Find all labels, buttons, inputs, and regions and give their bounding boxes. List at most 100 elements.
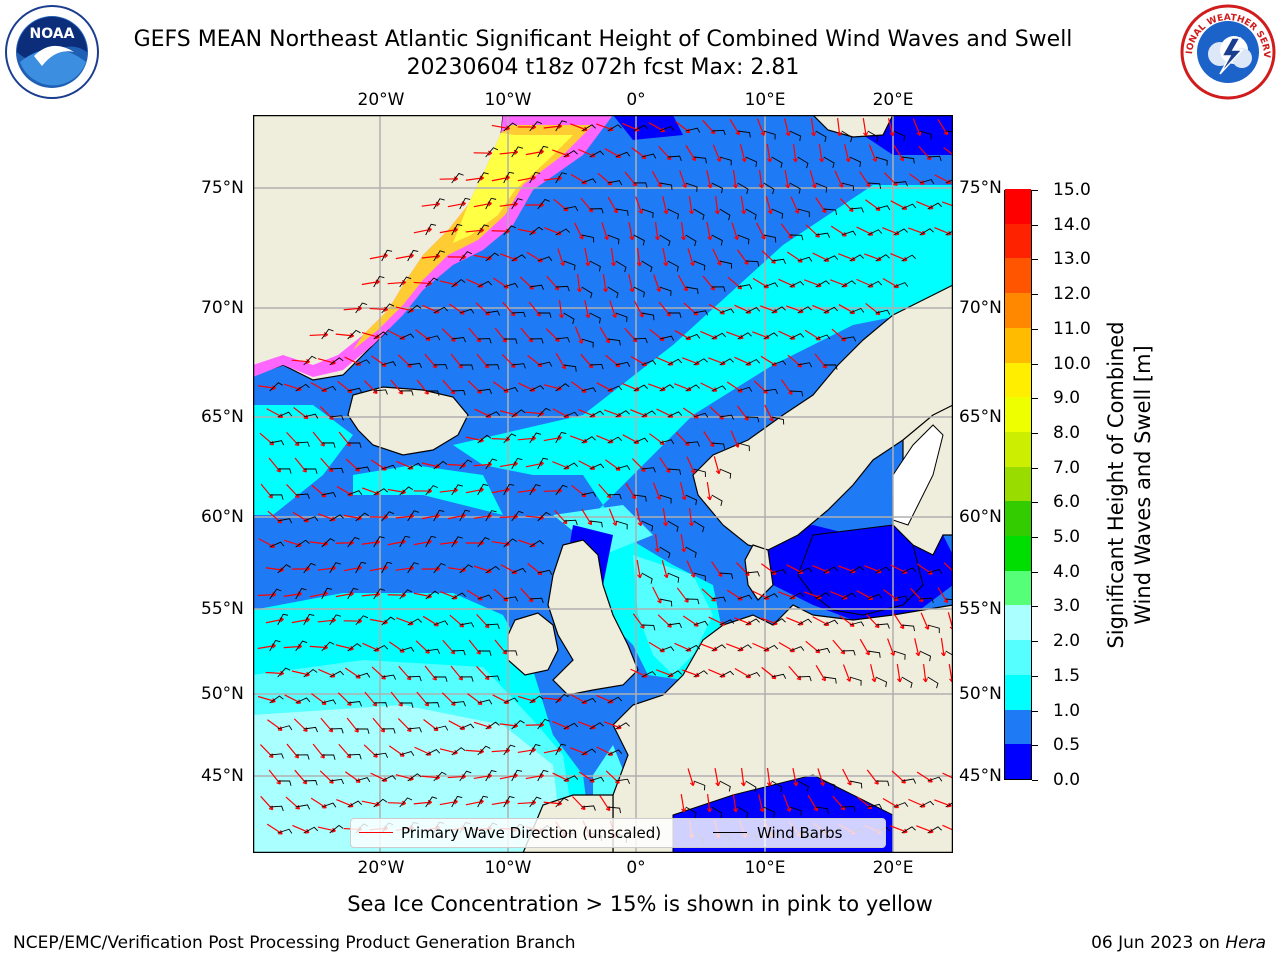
colorbar-tick-label: 0.0 bbox=[1053, 770, 1081, 790]
wind-barb bbox=[347, 536, 360, 548]
wave-direction-arrowhead bbox=[811, 131, 817, 137]
generation-date: 06 Jun 2023 on Hera bbox=[1091, 933, 1266, 953]
wave-direction-arrowhead bbox=[612, 521, 618, 526]
wave-direction-arrow bbox=[914, 638, 920, 656]
wave-direction-arrowhead bbox=[638, 209, 644, 214]
wave-direction-arrowhead bbox=[940, 651, 947, 657]
wave-direction-arrow bbox=[557, 248, 565, 266]
wave-direction-arrow bbox=[653, 274, 661, 292]
lat-tick-right-50n: 50°N bbox=[959, 684, 1002, 704]
wind-barb bbox=[529, 484, 541, 496]
wind-barb bbox=[477, 434, 492, 444]
wind-barb bbox=[329, 357, 344, 366]
wave-direction-arrow bbox=[883, 172, 898, 186]
colorbar-tick-mark bbox=[1032, 224, 1038, 226]
wave-direction-arrowhead bbox=[636, 262, 642, 267]
colorbar-segment bbox=[1005, 396, 1031, 432]
wave-direction-arrow bbox=[625, 482, 636, 500]
wind-barb bbox=[719, 260, 733, 269]
wind-barb bbox=[667, 312, 682, 318]
wind-barb bbox=[503, 433, 517, 444]
wind-barb bbox=[849, 207, 864, 213]
wind-barb bbox=[745, 156, 758, 167]
wave-direction-arrow bbox=[416, 379, 429, 395]
wind-barb bbox=[607, 696, 623, 704]
wind-barb bbox=[503, 697, 519, 704]
wave-direction-arrow bbox=[662, 196, 668, 214]
wind-barb bbox=[841, 336, 857, 342]
wind-barb bbox=[589, 520, 603, 528]
wave-direction-arrowhead bbox=[505, 487, 510, 493]
wave-direction-arrowhead bbox=[585, 261, 591, 267]
wind-barb bbox=[919, 650, 932, 662]
wind-barb bbox=[555, 228, 570, 236]
wave-direction-arrow bbox=[832, 639, 845, 655]
wind-barb bbox=[295, 754, 310, 760]
wind-barb bbox=[511, 363, 526, 369]
wave-direction-arrow bbox=[494, 639, 507, 655]
wave-direction-arrowhead bbox=[719, 415, 724, 420]
wave-direction-arrow bbox=[793, 143, 797, 163]
wind-barb bbox=[355, 466, 371, 472]
wave-direction-arrow bbox=[758, 794, 764, 812]
wave-direction-arrowhead bbox=[612, 313, 618, 318]
wind-barb bbox=[477, 338, 492, 344]
wind-barb bbox=[503, 122, 518, 132]
wind-barb bbox=[503, 596, 519, 602]
wave-direction-arrow bbox=[937, 119, 948, 135]
wind-barb bbox=[823, 619, 839, 626]
wind-barb bbox=[269, 440, 285, 446]
wave-direction-arrow bbox=[940, 638, 945, 656]
wind-barb bbox=[815, 280, 830, 288]
wave-direction-arrow bbox=[893, 144, 904, 162]
wind-barb bbox=[823, 156, 835, 168]
wind-barb bbox=[433, 620, 449, 626]
wave-direction-arrowhead bbox=[685, 128, 691, 134]
wave-direction-arrowhead bbox=[531, 747, 536, 753]
wind-barb bbox=[511, 567, 527, 574]
lat-tick-right-75n: 75°N bbox=[959, 178, 1002, 198]
wind-barb bbox=[685, 234, 697, 247]
colorbar-segment bbox=[1005, 327, 1031, 363]
wave-direction-arrow bbox=[397, 354, 412, 368]
colorbar-tick-mark bbox=[1032, 363, 1038, 365]
wind-barb bbox=[433, 364, 448, 370]
wind-barb bbox=[433, 509, 445, 522]
wave-direction-arrow bbox=[476, 666, 490, 680]
wave-direction-arrow bbox=[286, 743, 299, 759]
wave-direction-arrow bbox=[286, 484, 300, 498]
wind-barb bbox=[693, 412, 709, 418]
wind-barb bbox=[529, 385, 545, 392]
wind-barb bbox=[537, 569, 553, 575]
wave-direction-arrow bbox=[628, 274, 634, 292]
wave-direction-arrow bbox=[654, 533, 659, 553]
wind-barb bbox=[277, 780, 292, 786]
wave-direction-arrowhead bbox=[409, 253, 414, 259]
wind-barb-legend-label: Wind Barbs bbox=[757, 824, 843, 842]
wave-direction-legend-icon bbox=[359, 832, 393, 833]
wind-barb bbox=[667, 208, 680, 220]
wind-barb bbox=[841, 592, 857, 600]
wind-barb bbox=[693, 208, 705, 221]
wind-barb bbox=[867, 593, 883, 600]
wind-barb bbox=[381, 616, 396, 626]
wind-barb bbox=[451, 337, 466, 343]
wind-barb bbox=[477, 172, 489, 184]
wind-barb bbox=[381, 249, 393, 262]
noaa-logo-icon: NOAA bbox=[4, 4, 100, 104]
wind-barb bbox=[927, 202, 942, 210]
wave-direction-arrowhead bbox=[654, 236, 661, 241]
colorbar-segment bbox=[1005, 466, 1031, 502]
colorbar-tick-label: 14.0 bbox=[1053, 214, 1091, 235]
wave-direction-arrow bbox=[658, 145, 672, 161]
wind-barb bbox=[589, 208, 604, 214]
lon-tick-top-0: 0° bbox=[626, 90, 646, 110]
lat-tick-left-60n: 60°N bbox=[201, 507, 244, 527]
wave-direction-arrowhead bbox=[407, 727, 412, 732]
wave-direction-arrow bbox=[706, 222, 711, 240]
wind-barb bbox=[503, 650, 518, 656]
wave-direction-arrowhead bbox=[688, 522, 694, 527]
wind-barb bbox=[407, 249, 419, 262]
wave-direction-arrowhead bbox=[785, 131, 791, 137]
wave-direction-arrow bbox=[610, 247, 615, 267]
